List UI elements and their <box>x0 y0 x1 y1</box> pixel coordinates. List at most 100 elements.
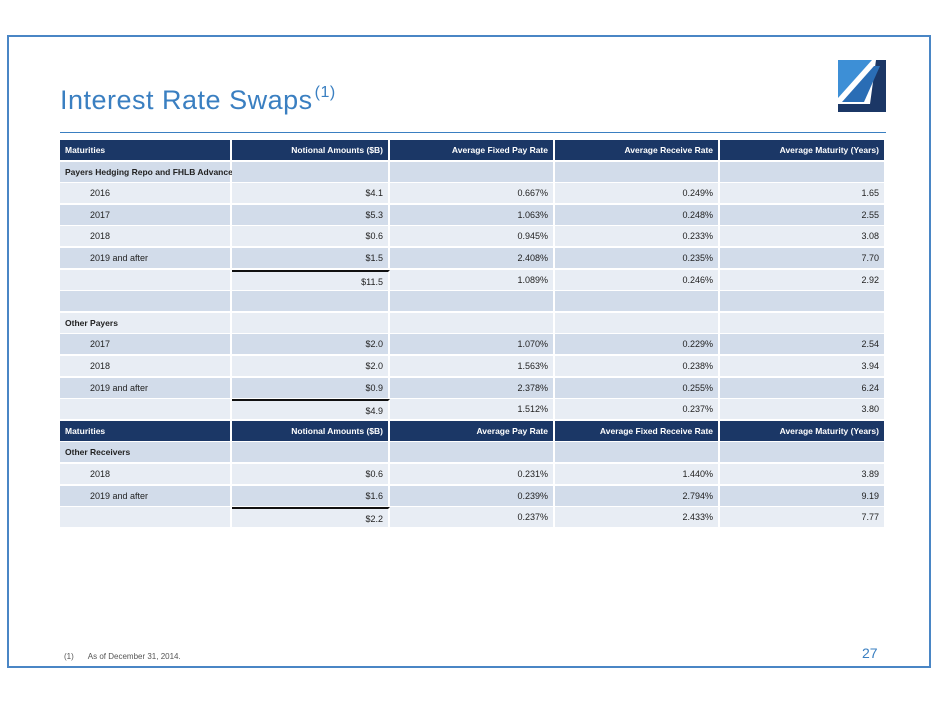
table-cell: Average Maturity (Years) <box>720 420 886 442</box>
title-rule <box>60 132 886 133</box>
footnote: (1) As of December 31, 2014. <box>64 652 181 661</box>
table-cell: 2.378% <box>390 377 555 399</box>
table-cell: 3.94 <box>720 356 886 377</box>
table-cell: Payers Hedging Repo and FHLB Advances <box>60 161 238 183</box>
table-cell: 1.070% <box>390 334 555 356</box>
table-cell: 2018 <box>60 464 232 485</box>
table-cell <box>232 291 390 313</box>
table-cell: 2.408% <box>390 248 555 269</box>
table-cell: 6.24 <box>720 377 886 399</box>
table-cell: 2.54 <box>720 334 886 356</box>
table-cell: 3.80 <box>720 399 886 421</box>
table-cell: 0.945% <box>390 226 555 248</box>
title-footnote-marker: (1) <box>314 84 336 101</box>
table-cell: 2.55 <box>720 204 886 226</box>
table-cell: Notional Amounts ($B) <box>232 420 390 442</box>
table-cell <box>60 399 232 421</box>
table-cell <box>555 312 720 334</box>
table-cell: 2018 <box>60 226 232 248</box>
table-cell: Average Receive Rate <box>555 140 720 161</box>
table-cell: 2018 <box>60 356 232 377</box>
table-cell <box>60 269 232 291</box>
slide-frame <box>7 35 931 668</box>
table-cell: 2016 <box>60 183 232 205</box>
table-cell: 0.249% <box>555 183 720 205</box>
table-cell: Maturities <box>60 140 232 161</box>
table-cell <box>720 312 886 334</box>
table-cell: 0.231% <box>390 464 555 485</box>
table-cell: 0.238% <box>555 356 720 377</box>
table-cell: 1.65 <box>720 183 886 205</box>
table-cell: 1.089% <box>390 269 555 291</box>
table-cell: $2.0 <box>232 356 390 377</box>
table-cell: $0.6 <box>232 464 390 485</box>
table-cell: 3.89 <box>720 464 886 485</box>
table-cell: 0.235% <box>555 248 720 269</box>
table-cell: Average Fixed Receive Rate <box>555 420 720 442</box>
table-cell: 0.239% <box>390 485 555 507</box>
table-cell: 1.563% <box>390 356 555 377</box>
table-cell: Other Payers <box>60 312 232 334</box>
table-cell: 0.233% <box>555 226 720 248</box>
table-cell: 9.19 <box>720 485 886 507</box>
table-cell: 0.248% <box>555 204 720 226</box>
table-cell: 0.255% <box>555 377 720 399</box>
table-cell: $5.3 <box>232 204 390 226</box>
table-cell: 2019 and after <box>60 485 232 507</box>
table-cell <box>555 442 720 464</box>
table-cell <box>390 442 555 464</box>
table-cell: $0.9 <box>232 377 390 399</box>
table-cell <box>390 161 555 183</box>
table-cell: Other Receivers <box>60 442 232 464</box>
table-cell <box>555 291 720 313</box>
table-cell: 0.229% <box>555 334 720 356</box>
table-cell: 2017 <box>60 204 232 226</box>
table-cell: $2.0 <box>232 334 390 356</box>
table-cell <box>390 312 555 334</box>
table-cell: Notional Amounts ($B) <box>232 140 390 161</box>
table-cell: 7.70 <box>720 248 886 269</box>
table-cell: $0.6 <box>232 226 390 248</box>
table-cell <box>232 161 390 183</box>
table-cell: 1.512% <box>390 399 555 421</box>
page-number: 27 <box>862 645 878 661</box>
logo <box>838 60 886 112</box>
footnote-text: As of December 31, 2014. <box>87 652 181 661</box>
table-cell: 0.667% <box>390 183 555 205</box>
table-cell <box>720 291 886 313</box>
table-cell: 2019 and after <box>60 248 232 269</box>
table-cell: 0.246% <box>555 269 720 291</box>
table-cell <box>232 312 390 334</box>
table-cell: Maturities <box>60 420 232 442</box>
table-cell <box>555 161 720 183</box>
table-cell: $2.2 <box>232 507 390 529</box>
table-cell: 7.77 <box>720 507 886 529</box>
footnote-marker: (1) <box>64 652 74 661</box>
table-cell <box>60 507 232 529</box>
title-text: Interest Rate Swaps <box>60 85 313 115</box>
table-cell: 1.440% <box>555 464 720 485</box>
table-cell: Average Pay Rate <box>390 420 555 442</box>
table-cell: 3.08 <box>720 226 886 248</box>
table-cell: $4.9 <box>232 399 390 421</box>
slide-title: Interest Rate Swaps (1) <box>60 84 336 116</box>
table-cell <box>720 442 886 464</box>
table-cell: 2.92 <box>720 269 886 291</box>
table-cell: 0.237% <box>390 507 555 529</box>
table-cell: Average Maturity (Years) <box>720 140 886 161</box>
table-cell: 2.433% <box>555 507 720 529</box>
table-cell <box>720 161 886 183</box>
table-cell: $1.5 <box>232 248 390 269</box>
table-cell: 1.063% <box>390 204 555 226</box>
table-cell <box>60 291 232 313</box>
table-cell <box>232 442 390 464</box>
table-cell: $4.1 <box>232 183 390 205</box>
table-cell: $1.6 <box>232 485 390 507</box>
table-cell <box>390 291 555 313</box>
table-cell: 2.794% <box>555 485 720 507</box>
table-cell: Average Fixed Pay Rate <box>390 140 555 161</box>
table-cell: 0.237% <box>555 399 720 421</box>
table-cell: 2019 and after <box>60 377 232 399</box>
table-cell: 2017 <box>60 334 232 356</box>
